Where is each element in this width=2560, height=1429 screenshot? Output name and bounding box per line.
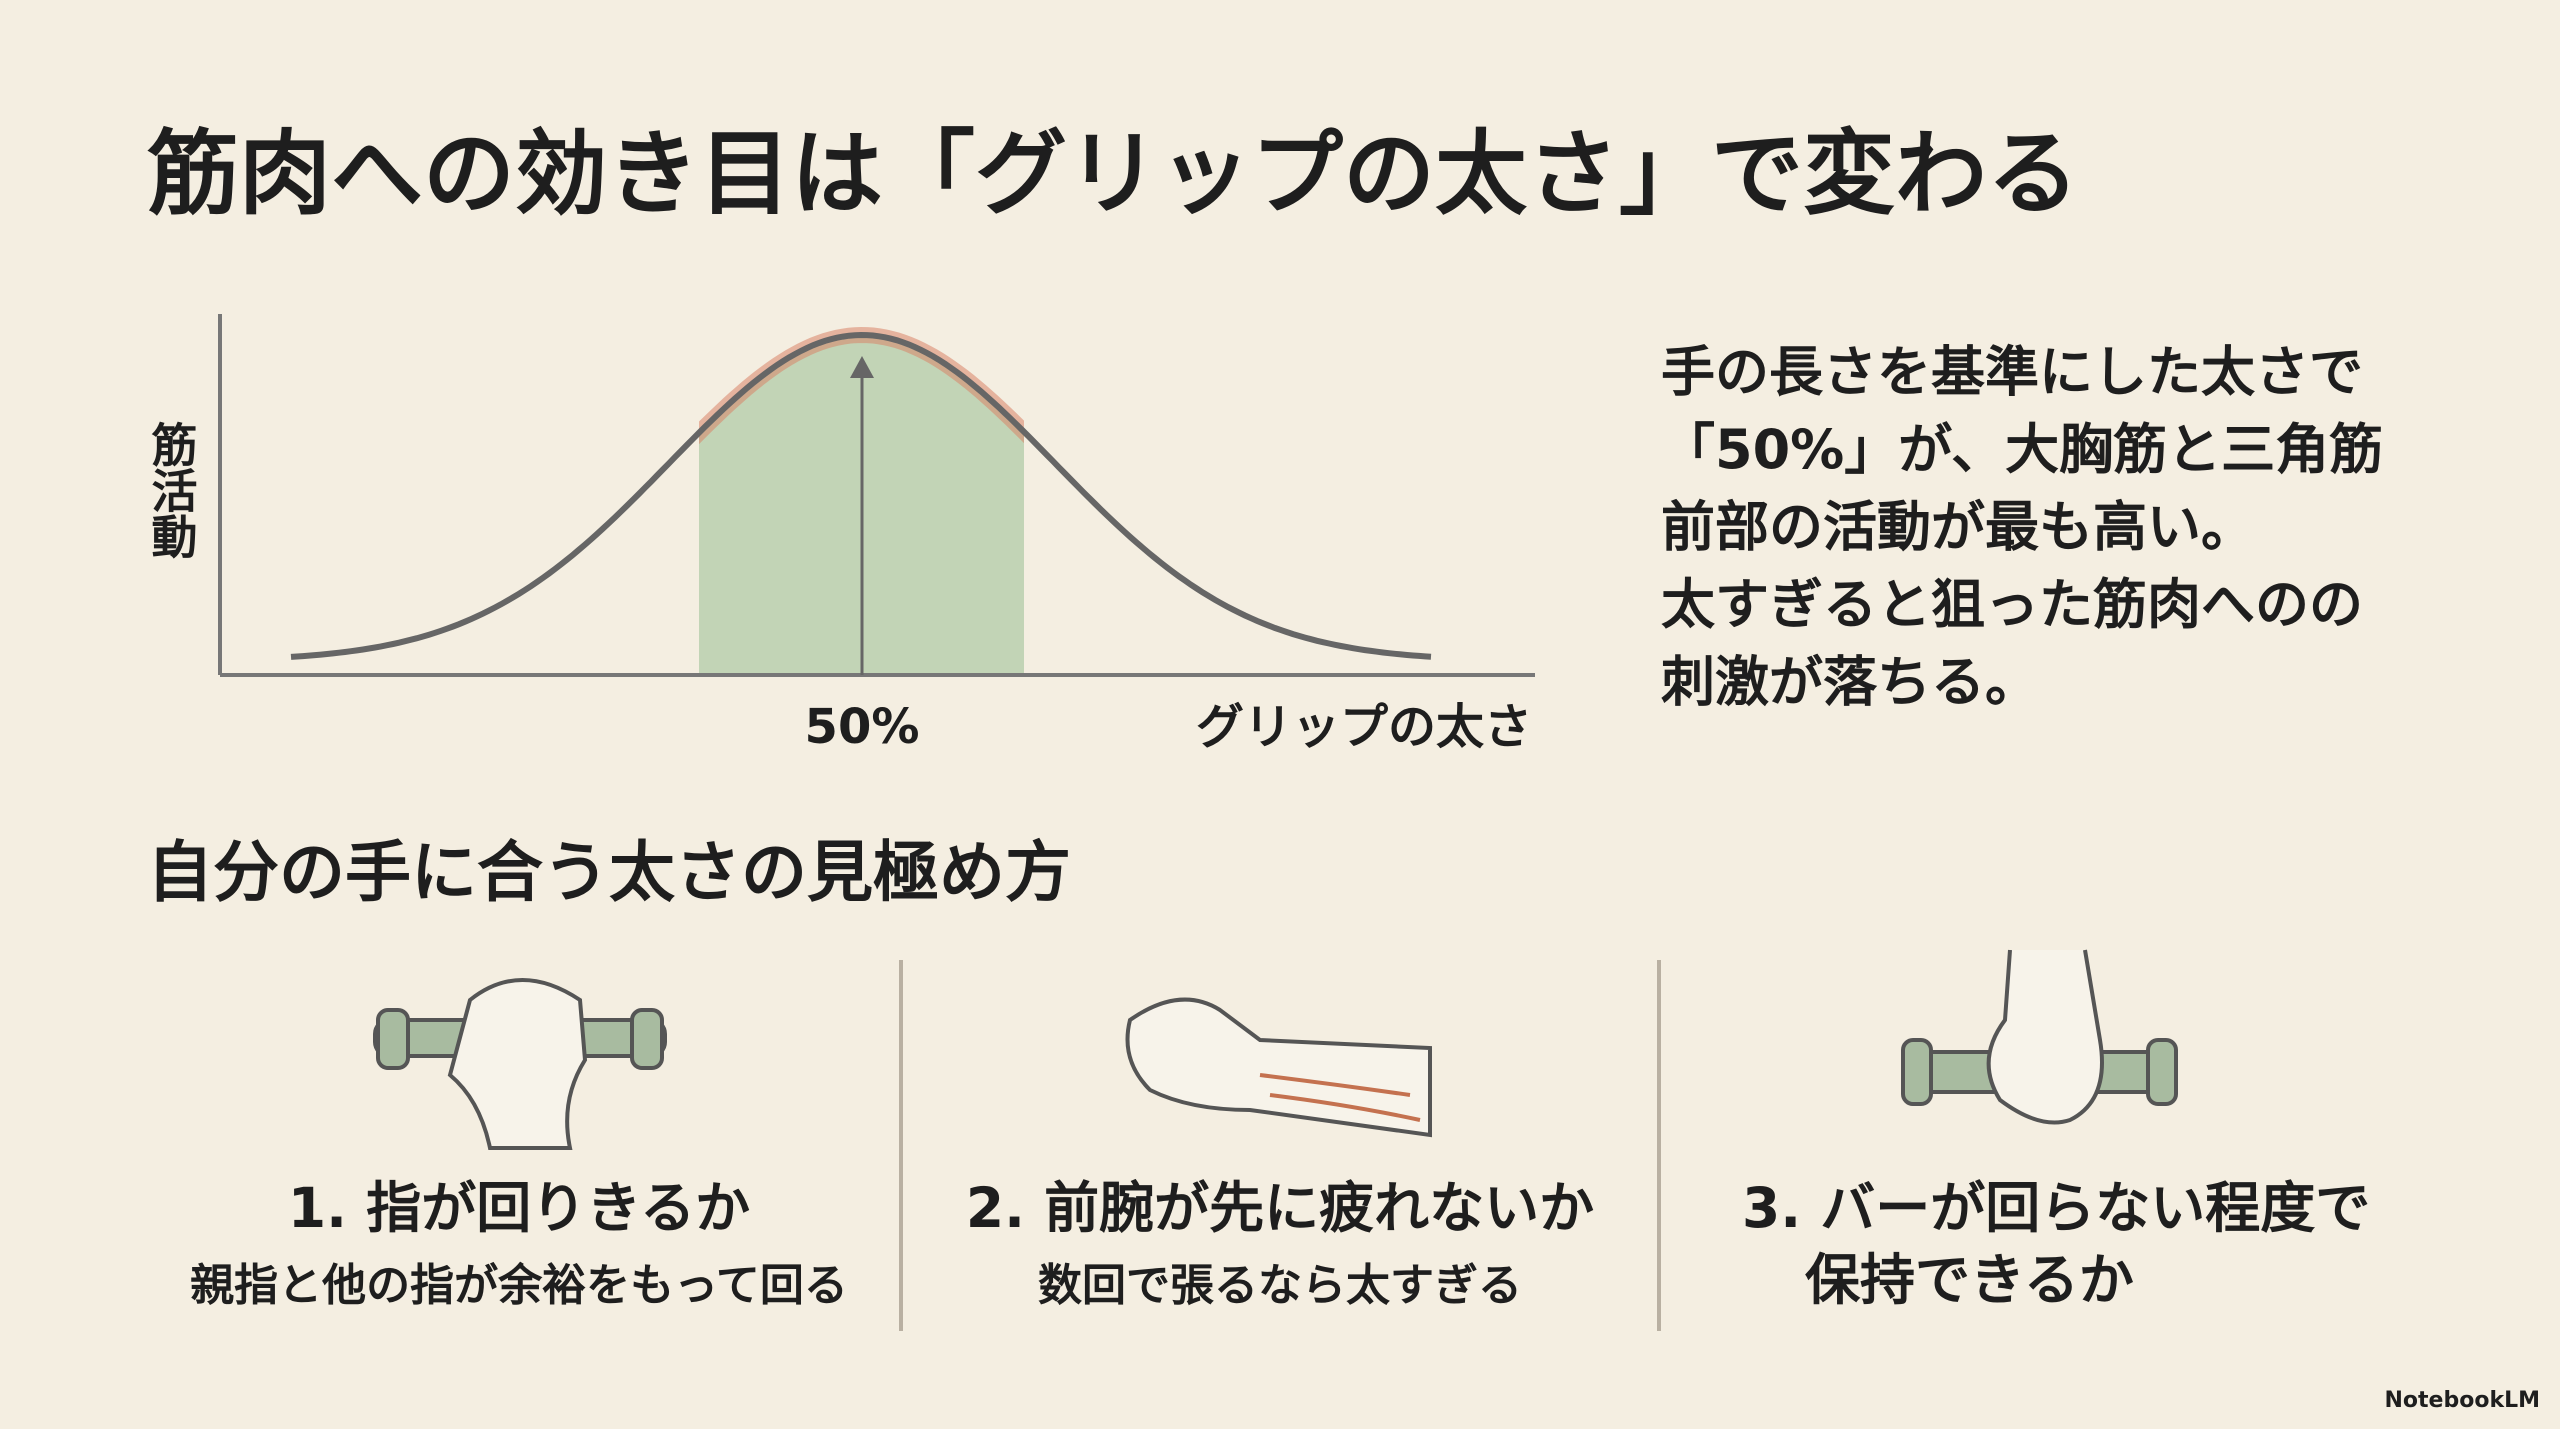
explanation-line: 前部の活動が最も高い。	[1661, 496, 2255, 559]
footer-logo: NotebookLM	[2385, 1388, 2540, 1413]
x-label: グリップの太さ	[1196, 699, 1532, 755]
icon-grip	[373, 978, 667, 1150]
explanation-line: 「50%」が、大胸筋と三角筋	[1661, 418, 2383, 481]
title: 筋肉への効き目は「グリップの太さ」で変わる	[147, 120, 2079, 227]
step-title: 3. バーが回らない程度で	[1742, 1176, 2370, 1240]
arrow-head	[850, 356, 874, 378]
step-title: 保持できるか	[1805, 1248, 2134, 1312]
step-title: 1. 指が回りきるか	[288, 1176, 750, 1240]
explanation-line: 太すぎると狙った筋肉へのの	[1661, 573, 2363, 636]
explanation-line: 手の長さを基準にした太さで	[1661, 341, 2363, 404]
icon-forearm	[1125, 997, 1432, 1138]
icon-hold	[1901, 949, 2178, 1125]
section-title: 自分の手に合う太さの見極め方	[147, 834, 1071, 911]
peak-label: 50%	[805, 699, 920, 755]
y-label: 筋活動	[145, 421, 199, 559]
explanation: 手の長さを基準にした太さで「50%」が、大胸筋と三角筋前部の活動が最も高い。太す…	[1661, 341, 2383, 714]
step-title: 2. 前腕が先に疲れないか	[966, 1176, 1594, 1240]
explanation-line: 刺激が落ちる。	[1661, 651, 2039, 714]
step-description: 親指と他の指が余裕をもって回る	[190, 1260, 848, 1311]
diagram: 50% グリップの太さ 筋活動	[145, 314, 1535, 755]
bell-curve	[290, 331, 1432, 660]
step-description: 数回で張るなら太すぎる	[1038, 1260, 1522, 1311]
